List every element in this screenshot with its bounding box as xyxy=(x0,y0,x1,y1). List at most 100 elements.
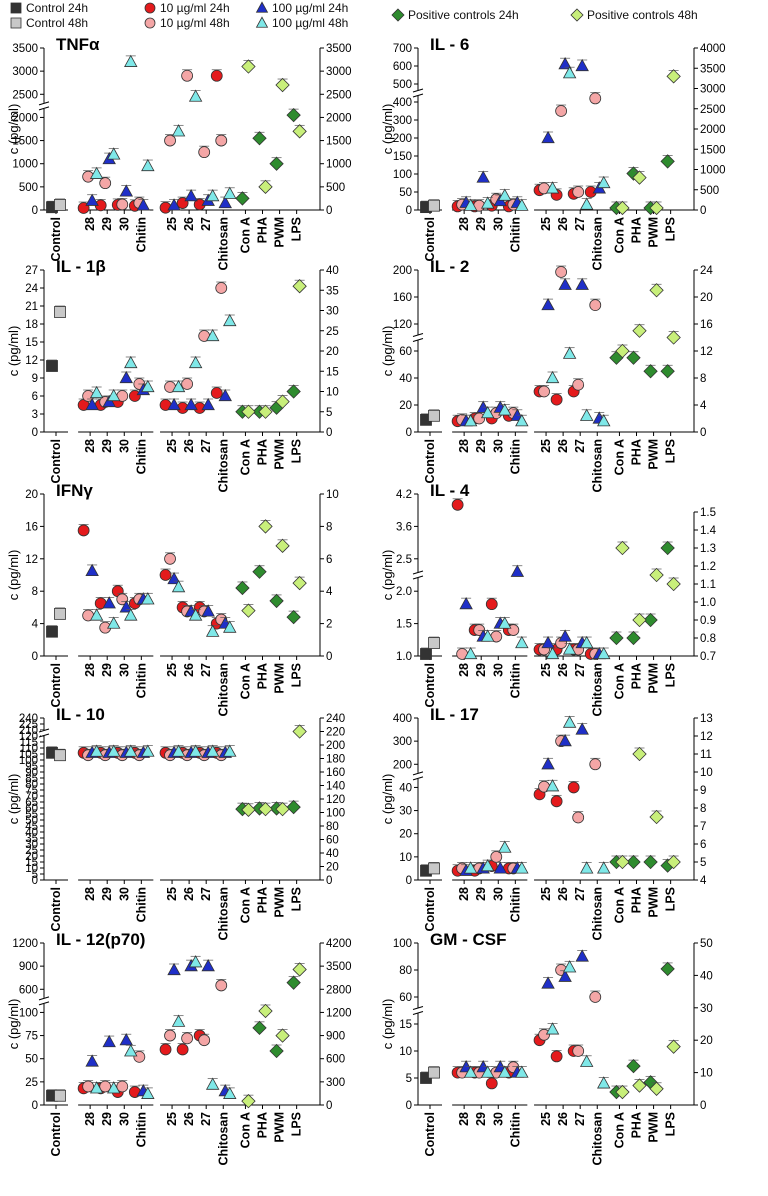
x-tick-label: 27 xyxy=(199,1112,213,1126)
data-point xyxy=(241,802,256,817)
left-tick-label: 0 xyxy=(406,1100,412,1112)
data-point xyxy=(124,744,138,757)
x-tick-label: 26 xyxy=(556,1112,570,1126)
panel-5: IL - 4 c (pg/ml) 1.0 1.5 2.0 2.5 3.6 4.2 0.7 0.8 0… xyxy=(380,481,717,716)
x-tick-label: PHA xyxy=(256,887,270,913)
left-tick-label: 21 xyxy=(25,301,38,313)
right-tick-label: 25 xyxy=(326,326,339,338)
data-point xyxy=(46,360,58,372)
x-tick-label: 25 xyxy=(539,663,553,677)
data-point xyxy=(545,779,560,792)
data-point xyxy=(632,612,647,628)
left-tick-label: 200 xyxy=(393,759,412,771)
data-point xyxy=(198,146,211,159)
x-tick-label: Control xyxy=(49,1112,63,1156)
data-point xyxy=(649,567,664,583)
left-tick-label: 20 xyxy=(399,400,412,412)
x-tick-label: Control xyxy=(49,217,63,261)
axis-break-mark xyxy=(412,575,424,580)
left-tick-label: 600 xyxy=(393,61,412,73)
data-point xyxy=(116,198,129,211)
data-point xyxy=(562,715,577,728)
right-tick-label: 30 xyxy=(326,306,339,318)
x-tick-label: Control xyxy=(423,439,437,483)
left-tick-label: 4 xyxy=(32,619,39,631)
y-axis-label: c (pg/ml) xyxy=(380,999,395,1050)
left-tick-label: 60 xyxy=(399,992,412,1004)
data-point xyxy=(649,1081,664,1096)
x-tick-label: PWM xyxy=(647,663,661,694)
left-tick-label: 1200 xyxy=(12,938,38,950)
x-tick-label: 25 xyxy=(165,887,179,901)
data-point xyxy=(597,646,611,660)
x-tick-label: LPS xyxy=(290,663,304,687)
x-tick-label: Chitin xyxy=(134,663,148,698)
data-point xyxy=(541,130,555,144)
right-tick-label: 3500 xyxy=(700,63,726,75)
data-point xyxy=(428,862,440,875)
legend-label-1: Control 48h xyxy=(26,16,88,30)
left-tick-label: 8 xyxy=(32,586,38,598)
left-tick-label: 240 xyxy=(19,713,38,725)
left-tick-label: 600 xyxy=(19,984,38,996)
data-point xyxy=(579,861,594,874)
panel-title: IL - 10 xyxy=(56,705,105,724)
data-point xyxy=(241,1093,256,1109)
data-point xyxy=(116,1080,129,1093)
data-point xyxy=(102,1034,116,1048)
axis-break-mark xyxy=(38,106,50,111)
left-tick-label: 150 xyxy=(393,151,412,163)
legend-label-2: 10 µg/ml 24h xyxy=(160,1,230,15)
data-point xyxy=(181,69,194,82)
legend-label-3: 10 µg/ml 48h xyxy=(160,16,230,30)
x-tick-label: Con A xyxy=(238,887,252,923)
right-tick-label: 1500 xyxy=(700,144,726,156)
left-tick-label: 12 xyxy=(25,554,38,566)
data-point xyxy=(241,59,256,74)
right-tick-label: 5 xyxy=(700,857,706,869)
right-tick-label: 50 xyxy=(700,938,713,950)
right-tick-label: 6 xyxy=(700,839,706,851)
data-point xyxy=(428,637,440,649)
x-tick-label: Chitosan xyxy=(590,887,604,940)
y-axis-label: c (pg/ml) xyxy=(380,774,395,825)
data-point xyxy=(106,388,121,402)
panel-title: GM - CSF xyxy=(430,930,507,949)
data-point xyxy=(292,962,307,977)
left-tick-label: 200 xyxy=(393,133,412,145)
data-point xyxy=(124,355,138,369)
right-tick-label: 3500 xyxy=(326,961,352,973)
axis-break-mark xyxy=(412,776,424,781)
panel-title: TNFα xyxy=(56,35,100,54)
legend-label-7: Positive controls 48h xyxy=(587,8,698,22)
data-point xyxy=(632,170,647,185)
x-tick-label: 25 xyxy=(539,439,553,453)
right-tick-label: 4 xyxy=(700,875,707,887)
data-point xyxy=(167,962,181,976)
data-point xyxy=(480,405,495,419)
data-point xyxy=(480,196,495,209)
data-point xyxy=(205,188,220,202)
data-point xyxy=(89,385,104,399)
left-tick-label: 5 xyxy=(32,869,38,881)
right-tick-label: 200 xyxy=(326,740,345,752)
y-axis-label: c (pg/ml) xyxy=(6,774,21,825)
right-tick-label: 1.3 xyxy=(700,543,716,555)
data-point xyxy=(106,147,121,160)
data-point xyxy=(258,1003,273,1019)
x-tick-label: 28 xyxy=(83,887,97,901)
data-point xyxy=(292,724,307,739)
left-tick-label: 115 xyxy=(20,737,38,749)
data-point xyxy=(201,958,215,972)
data-point xyxy=(106,616,121,629)
left-tick-label: 0 xyxy=(32,427,38,439)
axis-break xyxy=(415,772,421,779)
data-point xyxy=(541,297,555,311)
left-tick-label: 400 xyxy=(393,713,412,725)
left-tick-label: 210 xyxy=(19,725,38,737)
data-point xyxy=(205,744,220,757)
legend-marker-5 xyxy=(255,16,269,28)
axis-break-mark xyxy=(412,1006,424,1010)
left-tick-label: 30 xyxy=(25,839,38,851)
y-axis-label: c (pg/ml) xyxy=(6,326,21,377)
